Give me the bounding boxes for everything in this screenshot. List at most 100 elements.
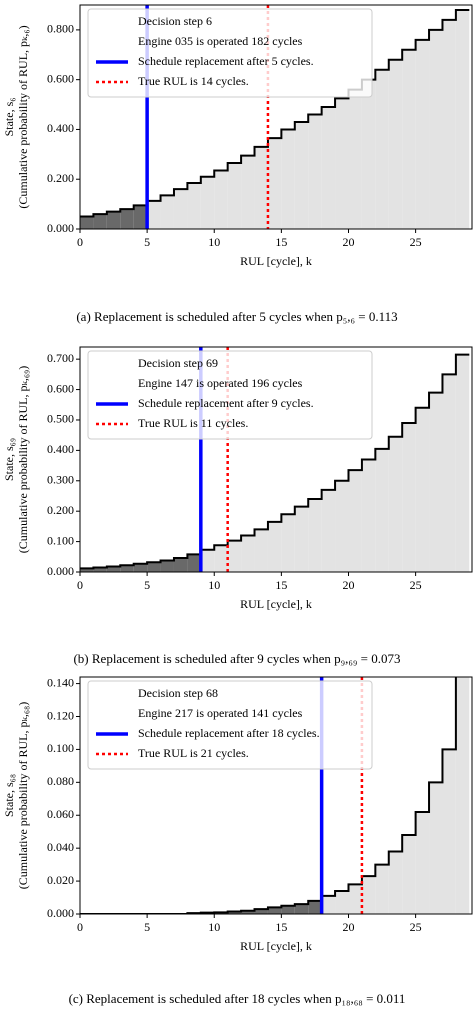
legend-box <box>87 8 373 98</box>
y-tick-label: 0.060 <box>47 807 74 821</box>
bar <box>106 211 121 229</box>
bar <box>442 749 456 914</box>
bar <box>375 69 389 229</box>
y-tick-label: 0.140 <box>47 675 74 689</box>
legend-note: Decision step 68 <box>138 686 218 700</box>
legend-label: True RUL is 11 cycles. <box>138 416 248 430</box>
legend-note: Engine 217 is operated 141 cycles <box>138 706 303 720</box>
step-line <box>80 353 470 570</box>
y-tick-label: 0.200 <box>47 171 74 185</box>
bar <box>173 558 188 572</box>
y-axis-label: (Cumulative probability of RUL, pₖ,₆₉) <box>16 366 30 553</box>
legend-note: Engine 035 is operated 182 cycles <box>138 34 303 48</box>
bar <box>388 851 403 914</box>
bar <box>455 354 470 572</box>
x-tick-label: 25 <box>410 235 422 249</box>
bar <box>187 182 201 229</box>
bar <box>93 567 107 572</box>
legend-label: Schedule replacement after 5 cycles. <box>138 54 314 68</box>
bar <box>281 514 295 572</box>
bar <box>294 121 309 229</box>
bar <box>93 214 107 229</box>
y-tick-label: 0.040 <box>47 840 74 854</box>
bar <box>241 155 255 229</box>
bar <box>415 811 430 914</box>
y-tick-label: 0.000 <box>47 564 74 578</box>
bar <box>348 470 362 572</box>
x-tick-label: 25 <box>410 578 422 592</box>
bar <box>120 209 134 229</box>
bar <box>281 129 295 229</box>
bar <box>254 909 268 914</box>
x-axis-label: RUL [cycle], k <box>240 939 312 953</box>
bar <box>335 890 349 914</box>
x-tick-label: 10 <box>208 578 220 592</box>
y-axis-label: State, s₆₈ <box>2 774 16 817</box>
legend-note: Engine 147 is operated 196 cycles <box>138 376 303 390</box>
bar <box>375 864 389 914</box>
y-tick-label: 0.500 <box>47 412 74 426</box>
bar <box>133 205 148 229</box>
bar <box>442 19 456 229</box>
bar <box>294 506 309 572</box>
bar <box>173 189 188 229</box>
x-tick-label: 10 <box>208 920 220 934</box>
y-axis-label: State, s₆ <box>2 98 16 137</box>
bar <box>321 489 336 572</box>
y-axis-label: State, s₆₉ <box>2 438 16 481</box>
y-tick-label: 0.400 <box>47 442 74 456</box>
bar <box>214 170 228 229</box>
bar <box>308 114 322 229</box>
x-tick-label: 20 <box>342 235 354 249</box>
plot <box>80 677 470 914</box>
x-tick-label: 5 <box>144 920 150 934</box>
y-tick-label: 0.200 <box>47 503 74 517</box>
x-tick-label: 25 <box>410 920 422 934</box>
bar <box>241 535 255 572</box>
x-tick-label: 0 <box>77 235 83 249</box>
y-axis-label: (Cumulative probability of RUL, pₖ,₆) <box>16 25 30 208</box>
axes-frame <box>79 4 473 230</box>
x-axis-label: RUL [cycle], k <box>240 254 312 268</box>
bar <box>321 895 336 914</box>
bar <box>254 529 268 572</box>
bar <box>455 9 470 229</box>
legend-label: Schedule replacement after 9 cycles. <box>138 396 314 410</box>
bar <box>308 900 322 914</box>
bar <box>429 782 443 914</box>
bar <box>80 216 94 229</box>
bar <box>402 835 416 914</box>
bar <box>160 560 174 572</box>
legend-note: Decision step 6 <box>138 14 212 28</box>
bar <box>442 374 456 572</box>
bar <box>267 521 282 572</box>
x-tick-label: 0 <box>77 920 83 934</box>
bar <box>227 163 242 229</box>
bar <box>106 566 121 572</box>
axes-frame <box>79 346 473 573</box>
bar <box>308 499 322 572</box>
bar <box>227 540 242 572</box>
bar <box>241 910 255 914</box>
caption: (c) Replacement is scheduled after 18 cy… <box>69 991 406 1006</box>
bar <box>375 448 389 572</box>
y-tick-label: 0.100 <box>47 741 74 755</box>
axes-frame <box>79 676 473 915</box>
legend-label: Schedule replacement after 18 cycles. <box>138 726 320 740</box>
y-axis-label: (Cumulative probability of RUL, pₖ,₆₈) <box>16 702 30 889</box>
bar <box>348 884 362 914</box>
bar <box>388 59 403 229</box>
bar <box>187 554 201 572</box>
bar <box>294 904 309 914</box>
y-tick-label: 0.100 <box>47 533 74 547</box>
bar <box>361 79 376 229</box>
x-tick-label: 5 <box>144 235 150 249</box>
bar <box>429 392 443 572</box>
caption: (a) Replacement is scheduled after 5 cyc… <box>76 309 397 324</box>
y-tick-label: 0.000 <box>47 906 74 920</box>
bar <box>429 29 443 229</box>
bar <box>361 876 376 914</box>
bar <box>147 200 161 229</box>
bar <box>348 89 362 229</box>
